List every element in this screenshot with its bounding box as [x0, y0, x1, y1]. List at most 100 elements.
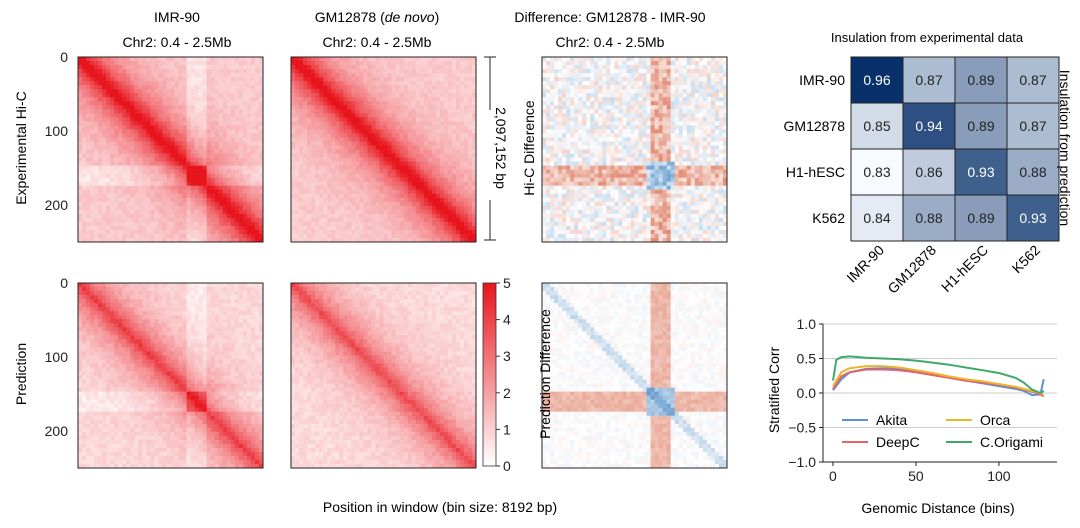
- series-line-akita: [832, 367, 1045, 397]
- insulation-value: 0.87: [1019, 118, 1046, 134]
- line-chart-grid: [823, 323, 1057, 428]
- insulation-cell: [1006, 102, 1060, 150]
- hic-difference-experimental: [541, 56, 728, 243]
- hic-difference-label: Hi-C Difference: [521, 100, 537, 196]
- insulation-cell: [850, 194, 904, 242]
- prediction-difference-label: Prediction Difference: [537, 309, 553, 439]
- col-title-gm12878-end: ): [435, 9, 440, 25]
- col-title-gm12878-region: Chr2: 0.4 - 2.5Mb: [323, 34, 432, 50]
- col-title-gm12878-italic: de novo: [385, 9, 435, 25]
- colorbar-tick-label: 5: [503, 275, 511, 291]
- colorbar-tick-label: 4: [503, 312, 511, 328]
- insulation-col-label: IMR-90: [843, 242, 887, 286]
- colorbar-ticks: 0 1 2 3 4 5: [496, 275, 511, 474]
- insulation-value: 0.89: [967, 72, 994, 88]
- insulation-value: 0.93: [1019, 210, 1046, 226]
- y-tick-100-top: 100: [45, 123, 69, 139]
- y-tick-label: −0.5: [788, 420, 816, 436]
- series-line-c-origami: [832, 355, 1045, 394]
- insulation-title: Insulation from experimental data: [831, 30, 1024, 45]
- y-tick-label: −1.0: [788, 454, 816, 470]
- insulation-cell: [902, 102, 956, 150]
- insulation-ylabel-right: Insulation from prediction: [1057, 70, 1073, 226]
- insulation-row-label: GM12878: [784, 118, 846, 134]
- col-title-difference: Difference: GM12878 - IMR-90: [514, 9, 705, 25]
- insulation-cells: 0.96 0.87 0.89 0.87 0.85 0.94 0.89 0.87 0.83 0.86…: [850, 56, 1060, 242]
- pred-difference: [541, 282, 728, 469]
- col-title-gm12878-main: GM12878 (: [315, 9, 385, 25]
- insulation-cell: [902, 56, 956, 104]
- insulation-cell: [1006, 194, 1060, 242]
- y-tick-label: 0.0: [797, 385, 817, 401]
- y-tick-0-top: 0: [60, 49, 68, 65]
- line-chart-xlabel: Genomic Distance (bins): [861, 500, 1014, 516]
- legend-label: Orca: [980, 412, 1011, 428]
- insulation-value: 0.83: [863, 164, 890, 180]
- insulation-cell: [1006, 148, 1060, 196]
- line-chart-ylabel: Stratified Corr: [766, 346, 782, 433]
- colorbar-tick-label: 3: [503, 348, 511, 364]
- y-tick-label: 1.0: [797, 316, 817, 332]
- y-tick-100-bottom: 100: [45, 349, 69, 365]
- row-label-prediction: Prediction: [13, 343, 29, 405]
- colorbar-gradient: [482, 282, 497, 467]
- insulation-value: 0.87: [915, 72, 942, 88]
- row-label-experimental: Experimental Hi-C: [13, 91, 29, 205]
- insulation-value: 0.86: [915, 164, 942, 180]
- insulation-value: 0.88: [915, 210, 942, 226]
- pred-imr90: [77, 282, 264, 469]
- hic-gm12878-experimental: [290, 56, 477, 243]
- insulation-row-label: IMR-90: [799, 72, 845, 88]
- hic-imr90-experimental: [77, 56, 264, 243]
- scale-bar-label: 2,097,152 bp: [493, 107, 509, 189]
- insulation-row-label: H1-hESC: [786, 164, 845, 180]
- y-tick-200-top: 200: [45, 197, 69, 213]
- insulation-cell: [850, 102, 904, 150]
- insulation-cell: [954, 194, 1008, 242]
- insulation-value: 0.88: [1019, 164, 1046, 180]
- insulation-value: 0.85: [863, 118, 890, 134]
- line-chart-axes: 1.0 0.5 0.0 −0.5 −1.0 0 50 100: [788, 316, 1057, 484]
- insulation-cell: [902, 194, 956, 242]
- insulation-value: 0.94: [915, 118, 942, 134]
- insulation-value: 0.87: [1019, 72, 1046, 88]
- figure-xlabel: Position in window (bin size: 8192 bp): [323, 499, 557, 515]
- y-tick-label: 0.5: [797, 351, 817, 367]
- column-titles: IMR-90 Chr2: 0.4 - 2.5Mb GM12878 (de nov…: [123, 9, 706, 50]
- stratified-corr-chart: 1.00.50.0−0.5−1.00 50 100 Stratified Corr …: [766, 316, 1057, 516]
- series-line-orca: [832, 365, 1045, 396]
- line-chart-series: [832, 355, 1045, 398]
- x-tick-label: 100: [987, 468, 1011, 484]
- insulation-matrix: Insulation from experimental data 0.96 0.…: [784, 30, 1073, 297]
- line-chart-legend: Akita DeepC Orca C.Origami: [842, 412, 1043, 450]
- legend-label: Akita: [876, 412, 907, 428]
- y-tick-200-bottom: 200: [45, 423, 69, 439]
- legend-label: C.Origami: [980, 434, 1043, 450]
- pred-gm12878: [290, 282, 477, 469]
- heatmap-y-ticks: 0 100 200 0 100 200: [45, 49, 69, 439]
- insulation-cell: [850, 148, 904, 196]
- x-tick-label: 0: [829, 468, 837, 484]
- y-tick-0-bottom: 0: [60, 275, 68, 291]
- colorbar-tick-label: 0: [503, 458, 511, 474]
- insulation-cell: [1006, 56, 1060, 104]
- insulation-row-labels: IMR-90 GM12878 H1-hESC K562: [784, 72, 846, 226]
- insulation-value: 0.84: [863, 210, 890, 226]
- colorbar: 0 1 2 3 4 5: [482, 275, 511, 474]
- insulation-cell: [954, 56, 1008, 104]
- insulation-row-label: K562: [812, 210, 845, 226]
- col-title-difference-region: Chr2: 0.4 - 2.5Mb: [556, 34, 665, 50]
- x-tick-label: 50: [908, 468, 924, 484]
- insulation-value: 0.93: [967, 164, 994, 180]
- insulation-col-label: GM12878: [884, 242, 939, 297]
- legend-label: DeepC: [876, 434, 920, 450]
- insulation-value: 0.89: [967, 210, 994, 226]
- col-title-imr90-region: Chr2: 0.4 - 2.5Mb: [123, 34, 232, 50]
- insulation-value: 0.89: [967, 118, 994, 134]
- col-title-gm12878: GM12878 (de novo): [315, 9, 440, 25]
- col-title-imr90: IMR-90: [154, 9, 200, 25]
- colorbar-tick-label: 1: [503, 421, 511, 437]
- insulation-col-label: K562: [1009, 242, 1044, 277]
